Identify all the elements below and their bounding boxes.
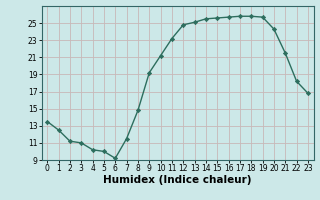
X-axis label: Humidex (Indice chaleur): Humidex (Indice chaleur) bbox=[103, 175, 252, 185]
